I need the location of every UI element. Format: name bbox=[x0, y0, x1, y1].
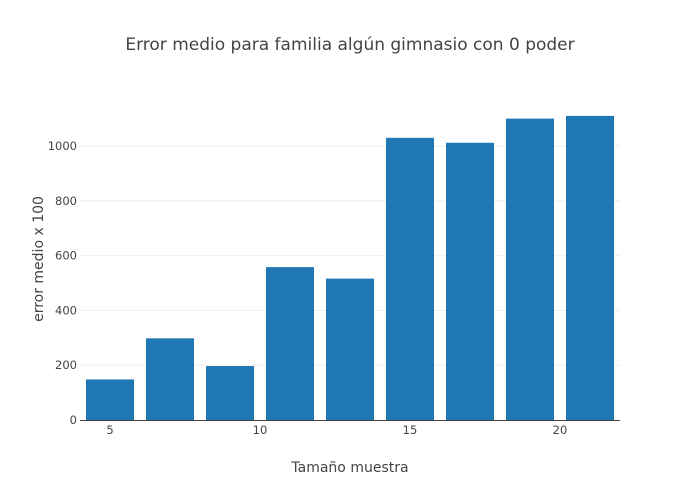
y-tick-label: 1000 bbox=[48, 139, 77, 153]
y-tick-label: 0 bbox=[70, 413, 77, 427]
bar bbox=[566, 115, 614, 420]
bar bbox=[266, 267, 314, 420]
y-tick-labels: 0 200 400 600 800 1000 bbox=[48, 139, 77, 427]
x-axis-title: Tamaño muestra bbox=[290, 460, 408, 476]
y-axis-title: error medio x 100 bbox=[31, 196, 47, 322]
x-tick-labels: 5 10 15 20 bbox=[106, 423, 567, 437]
bar bbox=[86, 379, 134, 420]
bar bbox=[386, 137, 434, 420]
bar bbox=[146, 338, 194, 420]
y-tick-label: 400 bbox=[55, 303, 77, 317]
y-tick-label: 800 bbox=[55, 194, 77, 208]
bar bbox=[326, 278, 374, 420]
bar bbox=[446, 142, 494, 420]
x-tick-label: 20 bbox=[553, 423, 568, 437]
bar bbox=[506, 118, 554, 421]
chart-title: Error medio para familia algún gimnasio … bbox=[125, 35, 574, 55]
bars bbox=[86, 115, 614, 421]
bar bbox=[206, 366, 254, 420]
y-tick-label: 200 bbox=[55, 358, 77, 372]
x-tick-label: 5 bbox=[106, 423, 113, 437]
y-tick-label: 600 bbox=[55, 249, 77, 263]
x-tick-label: 10 bbox=[253, 423, 268, 437]
x-tick-label: 15 bbox=[403, 423, 418, 437]
